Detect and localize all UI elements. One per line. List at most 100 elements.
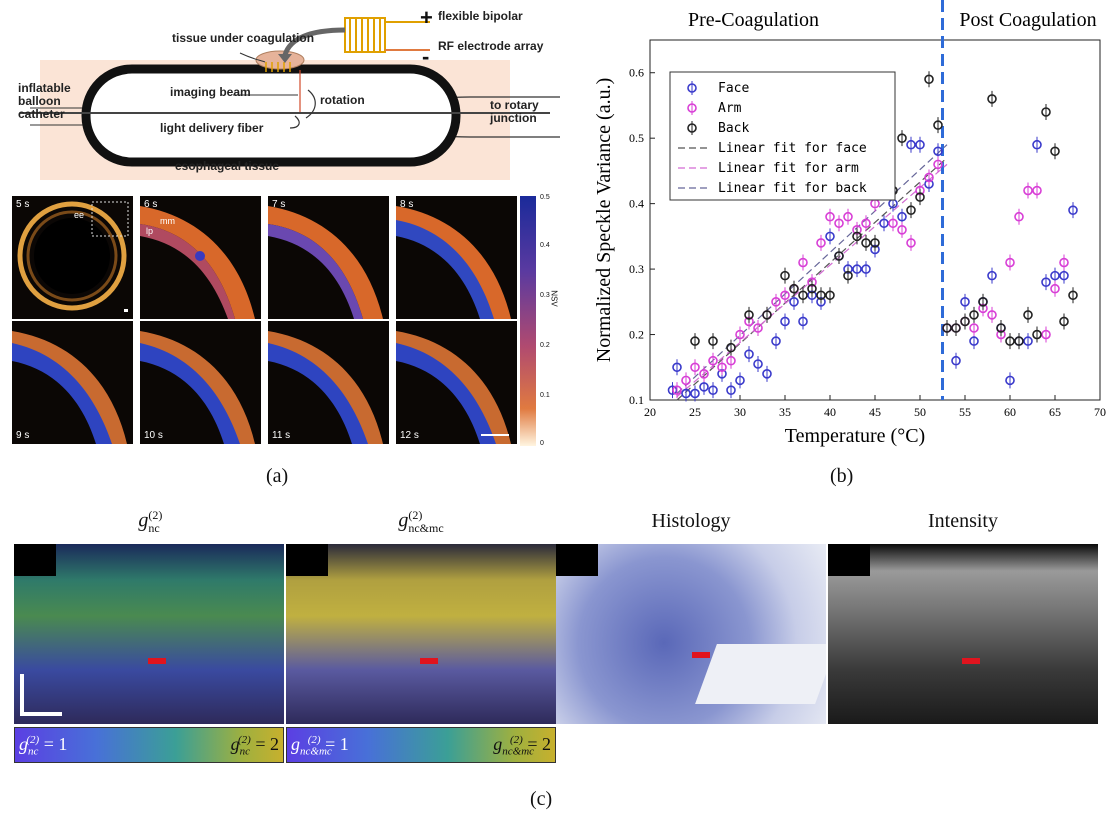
data-point bbox=[798, 316, 808, 327]
intensity-image bbox=[828, 544, 1098, 724]
x-tick-label: 35 bbox=[779, 405, 791, 419]
data-point bbox=[870, 238, 880, 248]
black-corner bbox=[286, 544, 328, 576]
nsv-colorbar-ticks: 0.5 0.4 0.3 0.2 0.1 0 NSV bbox=[540, 194, 564, 448]
lp-annotation: lp bbox=[146, 226, 154, 236]
x-tick-label: 30 bbox=[734, 405, 746, 419]
data-point bbox=[951, 323, 961, 333]
flexible-bipolar-label: flexible bipolar bbox=[438, 9, 523, 23]
tile-time-label: 9 s bbox=[16, 430, 30, 441]
data-point bbox=[1032, 329, 1042, 340]
data-point bbox=[789, 283, 799, 294]
data-point bbox=[825, 290, 835, 301]
red-marker bbox=[692, 652, 710, 658]
tile-time-label: 6 s bbox=[144, 199, 158, 210]
red-marker bbox=[420, 658, 438, 664]
data-point bbox=[852, 264, 862, 274]
data-point bbox=[816, 290, 826, 301]
data-point bbox=[672, 362, 682, 373]
title-gnc: g(2)nc bbox=[138, 508, 163, 535]
legend-label: Arm bbox=[718, 101, 742, 116]
legend-box bbox=[669, 71, 896, 201]
panel-b-label: (b) bbox=[830, 465, 854, 487]
rotation-label: rotation bbox=[320, 93, 365, 107]
data-point bbox=[1014, 211, 1024, 222]
data-point bbox=[735, 375, 745, 386]
data-point bbox=[798, 290, 808, 301]
data-point bbox=[915, 192, 925, 202]
data-point bbox=[789, 297, 799, 307]
imaging-beam-label: imaging beam bbox=[170, 85, 251, 99]
title-gncmc: g(2)nc&mc bbox=[398, 508, 444, 535]
data-point bbox=[780, 270, 790, 281]
x-tick-label: 50 bbox=[914, 405, 926, 419]
data-point bbox=[780, 290, 790, 301]
oct-tile-6s: 6 s mm lp bbox=[140, 196, 261, 319]
data-point bbox=[924, 172, 934, 183]
data-point bbox=[717, 362, 727, 373]
data-point bbox=[843, 270, 853, 281]
data-point bbox=[672, 385, 682, 395]
nsv-colorbar bbox=[520, 196, 536, 446]
tile-time-label: 12 s bbox=[400, 430, 419, 441]
data-point bbox=[753, 359, 763, 369]
data-point bbox=[1041, 107, 1051, 117]
data-point bbox=[969, 310, 979, 320]
data-point bbox=[834, 218, 844, 229]
data-point bbox=[924, 74, 934, 85]
x-tick-label: 25 bbox=[689, 405, 701, 419]
catheter-schematic: tissue under coagulation flexible bipola… bbox=[0, 0, 560, 185]
data-point bbox=[906, 205, 916, 215]
data-point bbox=[690, 388, 700, 399]
minus-sign: - bbox=[422, 44, 430, 69]
fit-line bbox=[676, 144, 948, 394]
data-point bbox=[987, 94, 997, 104]
data-point bbox=[744, 349, 754, 359]
data-point bbox=[771, 297, 781, 307]
colorbar-tick: 0.3 bbox=[540, 292, 550, 299]
oct-tile-9s: 9 s bbox=[12, 321, 133, 444]
data-point bbox=[987, 310, 997, 320]
data-point bbox=[1005, 336, 1015, 346]
colorbar-label: NSV bbox=[549, 290, 559, 307]
data-point bbox=[933, 159, 943, 170]
data-point bbox=[978, 297, 988, 307]
data-point bbox=[861, 264, 871, 274]
data-point bbox=[690, 336, 700, 346]
data-point bbox=[897, 225, 907, 235]
data-point bbox=[825, 231, 835, 242]
speckle-variance-chart: 20 25 30 35 40 45 50 55 60 65 70 0.1 0.2 0.3 0.4 0.5 0.6… bbox=[580, 0, 1110, 460]
legend-label: Linear fit for face bbox=[718, 141, 867, 156]
data-point bbox=[951, 355, 961, 366]
data-point bbox=[996, 323, 1006, 333]
data-point bbox=[969, 336, 979, 346]
region-label-post: Post Coagulation bbox=[959, 9, 1096, 31]
colorbar-min-label: gnc&mc(2) = 1 bbox=[291, 734, 349, 758]
scale-bar-vertical bbox=[20, 674, 24, 716]
data-point bbox=[861, 218, 871, 229]
colorbar-max-label: gnc&mc(2) = 2 bbox=[493, 734, 551, 758]
data-point bbox=[933, 120, 943, 130]
data-point bbox=[843, 211, 853, 222]
tissue-gap bbox=[695, 644, 826, 704]
red-marker bbox=[148, 658, 166, 664]
y-tick-label: 0.3 bbox=[629, 262, 644, 276]
data-point bbox=[699, 382, 709, 392]
gncmc-image bbox=[286, 544, 556, 724]
data-point bbox=[1023, 310, 1033, 320]
oct-tile-8s: 8 s bbox=[396, 196, 517, 319]
x-tick-label: 65 bbox=[1049, 405, 1061, 419]
black-corner bbox=[14, 544, 56, 576]
data-point bbox=[1023, 336, 1033, 346]
red-marker bbox=[962, 658, 980, 664]
data-point bbox=[708, 355, 718, 366]
legend-label: Back bbox=[718, 121, 749, 136]
data-point bbox=[861, 238, 871, 248]
colorbar-tick: 0.2 bbox=[540, 342, 550, 349]
y-tick-label: 0.2 bbox=[629, 328, 644, 342]
data-point bbox=[690, 362, 700, 373]
data-point bbox=[960, 297, 970, 307]
data-point bbox=[825, 211, 835, 222]
black-corner bbox=[556, 544, 598, 576]
data-point bbox=[771, 336, 781, 346]
